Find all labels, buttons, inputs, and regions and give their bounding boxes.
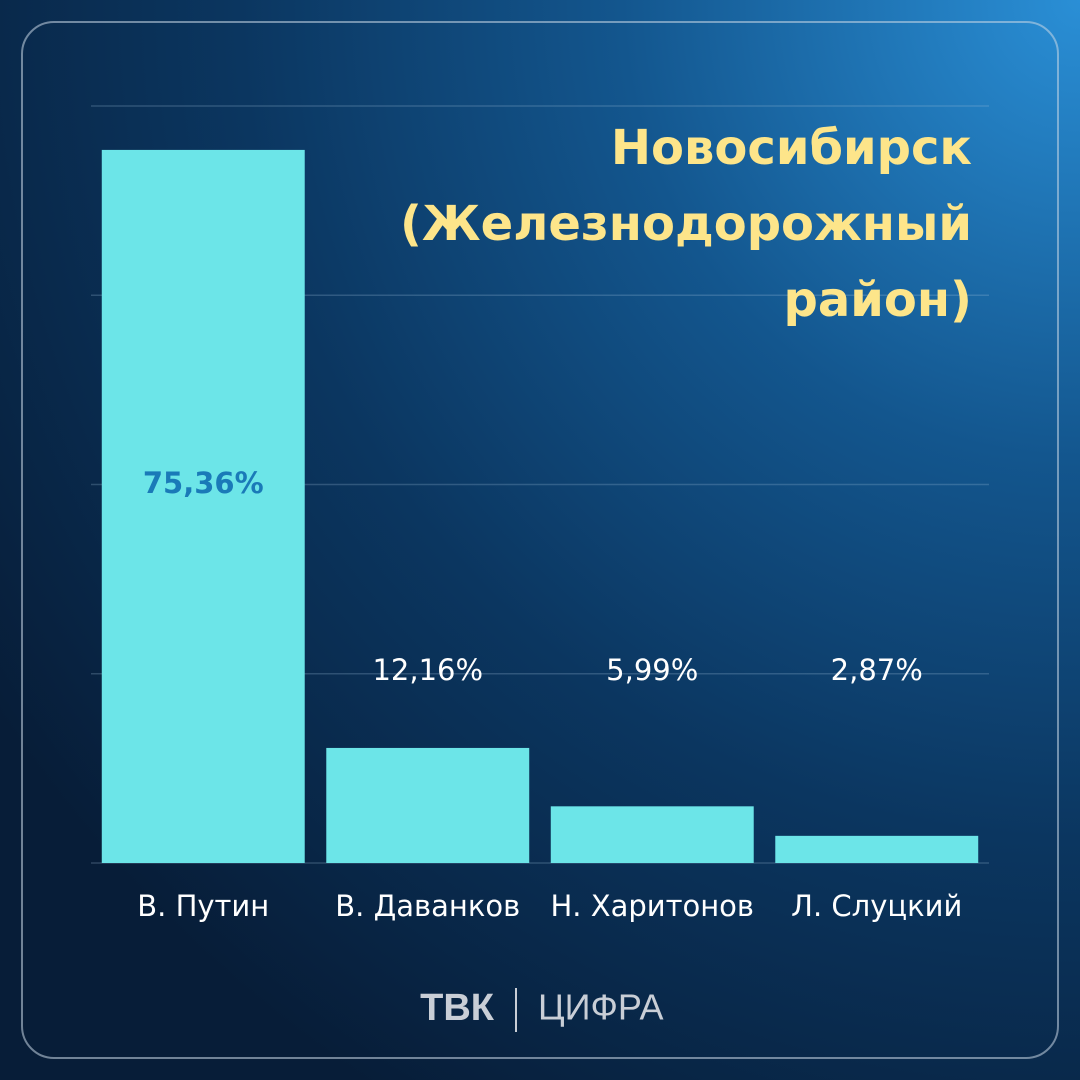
x-tick-label: В. Путин — [137, 889, 269, 923]
chart-title: Новосибирск (Железнодорожный район) — [399, 120, 972, 328]
brand-logo: ТВК — [420, 987, 495, 1029]
x-tick-label: В. Даванков — [335, 889, 520, 923]
frame — [21, 21, 1059, 1059]
x-tick-label: Н. Харитонов — [550, 889, 754, 923]
bar — [101, 149, 305, 863]
value-label: 12,16% — [372, 653, 483, 687]
value-label: 75,36% — [143, 466, 264, 500]
bar — [550, 806, 754, 863]
value-label: 5,99% — [606, 653, 698, 687]
value-label: 2,87% — [831, 653, 923, 687]
bar — [326, 747, 530, 863]
bar — [775, 835, 979, 863]
x-tick-label: Л. Слуцкий — [791, 889, 962, 923]
product-logo: ЦИФРА — [538, 987, 664, 1028]
